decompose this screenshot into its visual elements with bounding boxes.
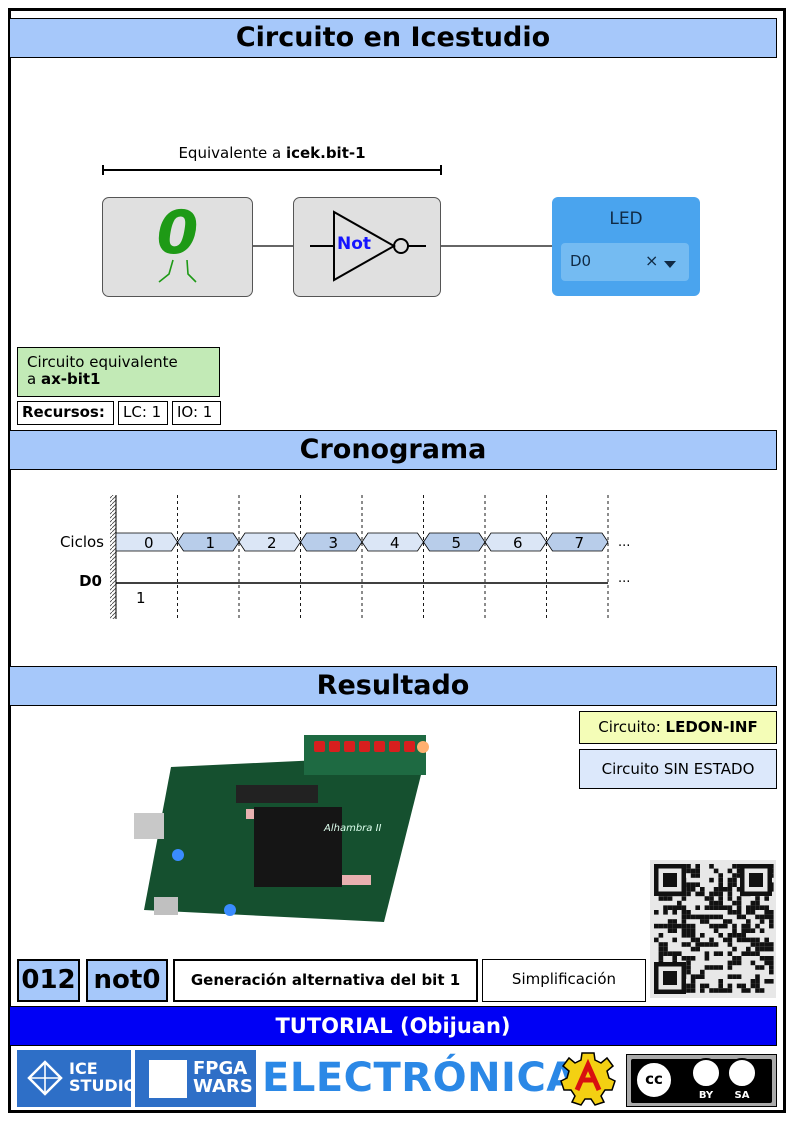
timing-ellipsis: ...	[618, 571, 630, 586]
constant-block[interactable]: 0	[102, 197, 253, 297]
circuit-name-box: Circuito: LEDON-INF	[579, 711, 777, 744]
timing-cycle-cell	[546, 532, 609, 552]
fpgawars-logo: FPGA WARS	[135, 1050, 256, 1107]
timing-row-label-cycles: Ciclos	[60, 533, 104, 551]
led-pin-value: D0	[570, 252, 592, 270]
equivalent-circuit-note: Circuito equivalente a ax-bit1	[17, 347, 220, 397]
timing-cycle-label: 4	[390, 534, 400, 552]
timing-cycle-label: 0	[144, 534, 154, 552]
section-header-circuit: Circuito en Icestudio	[9, 18, 777, 58]
equivalent-prefix: Equivalente a	[178, 144, 286, 162]
tutorial-number: 012	[17, 959, 80, 1002]
circuit-name-label: Circuito:	[598, 718, 666, 736]
equivalent-label: Equivalente a icek.bit-1	[102, 144, 442, 162]
gear-icon	[560, 1052, 616, 1106]
fpga-board-image: Alhambra II	[134, 735, 429, 922]
tutorial-category: Simplificación	[482, 959, 646, 1002]
timing-cycle-label: 7	[574, 534, 584, 552]
section-header-chrono: Cronograma	[9, 430, 777, 470]
not-gate-label: Not	[336, 234, 372, 254]
circuit-state-box: Circuito SIN ESTADO	[579, 749, 777, 789]
chevron-down-icon[interactable]	[664, 261, 676, 268]
note-line2: a ax-bit1	[27, 370, 101, 388]
timing-row-label-d0: D0	[79, 572, 102, 590]
cc-license-badge: cc BY SA	[626, 1054, 777, 1107]
timing-cycle-cell	[115, 532, 178, 552]
sa-icon	[727, 1058, 757, 1088]
resources-io: IO: 1	[172, 401, 221, 425]
not-gate-icon	[310, 210, 426, 282]
constant-legs-icon	[158, 259, 197, 283]
section-header-result: Resultado	[9, 666, 777, 706]
cc-icon: cc	[635, 1061, 673, 1099]
icestudio-logo: ICE STUDIO	[17, 1050, 137, 1107]
tutorial-author-bar: TUTORIAL (Obijuan)	[9, 1006, 777, 1046]
timing-cycle-label: 5	[451, 534, 461, 552]
by-icon	[691, 1058, 721, 1088]
cc-sa-label: SA	[734, 1090, 750, 1101]
timing-cycle-label: 1	[205, 534, 215, 552]
equivalent-bracket	[102, 165, 442, 175]
tutorial-name: not0	[86, 959, 168, 1002]
fpgawars-text: FPGA WARS	[193, 1058, 253, 1097]
led-pin-select[interactable]: D0 ×	[561, 243, 689, 281]
page-frame	[8, 8, 786, 1113]
constant-value: 0	[156, 198, 199, 268]
wire-const-to-not	[253, 245, 293, 247]
timing-cycle-label: 3	[328, 534, 338, 552]
equivalent-name: icek.bit-1	[285, 144, 366, 162]
icestudio-text: ICE STUDIO	[69, 1059, 138, 1095]
timing-hatch-bar	[110, 495, 116, 619]
timing-cycle-label: 2	[267, 534, 277, 552]
timing-diagram: Ciclos 0 1 2 3 4 5 6 7... D0 1...	[60, 495, 630, 619]
cc-by-label: BY	[698, 1090, 714, 1101]
timing-cycle-label: 6	[513, 534, 523, 552]
resources-label: Recursos:	[17, 401, 114, 425]
note-line1: Circuito equivalente	[27, 353, 178, 371]
electronica-title: ELECTRÓNICA	[262, 1055, 578, 1101]
tutorial-title: Generación alternativa del bit 1	[173, 959, 478, 1002]
icestudio-icon	[27, 1060, 63, 1096]
wire-not-to-led	[441, 245, 552, 247]
not-gate-block[interactable]: Not	[293, 197, 441, 297]
resources-lc: LC: 1	[118, 401, 168, 425]
circuit-name-value: LEDON-INF	[665, 718, 758, 736]
led-title: LED	[609, 209, 643, 229]
fpgawars-square-icon	[149, 1060, 187, 1098]
note-circuit-name: ax-bit1	[40, 370, 101, 388]
led-output-block[interactable]: LED D0 ×	[552, 197, 700, 296]
board-name: Alhambra II	[323, 823, 382, 834]
timing-ellipsis: ...	[618, 535, 630, 550]
clear-icon[interactable]: ×	[645, 251, 659, 270]
qr-code-image	[650, 860, 776, 998]
timing-d0-value: 1	[136, 589, 146, 607]
